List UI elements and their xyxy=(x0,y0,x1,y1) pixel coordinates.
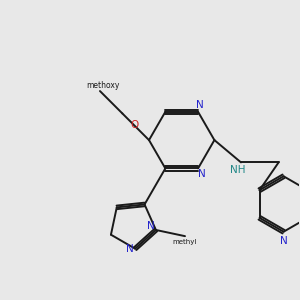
Text: N: N xyxy=(126,244,134,254)
Text: N: N xyxy=(280,236,287,246)
Text: N: N xyxy=(147,221,155,231)
Text: NH: NH xyxy=(230,165,246,175)
Text: N: N xyxy=(198,169,206,179)
Text: methoxy: methoxy xyxy=(86,81,120,90)
Text: O: O xyxy=(130,121,139,130)
Text: N: N xyxy=(196,100,204,110)
Text: methyl: methyl xyxy=(173,239,197,245)
